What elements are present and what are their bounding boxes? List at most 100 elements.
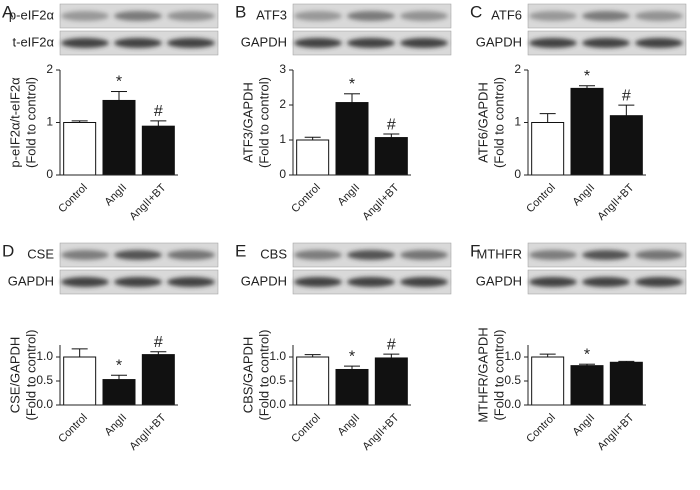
bar [141,125,175,176]
y-tick-label: 2 [279,97,286,111]
bar [296,356,330,406]
blot-label: CBS [260,246,287,261]
x-tick-label: AngII+BT [360,411,401,452]
blot-band [114,38,162,48]
blot-band [529,11,577,21]
blot-band [635,11,683,21]
x-tick-label: Control [524,182,558,216]
y-axis-label: ATF6/GAPDH [475,82,490,163]
bar [63,122,97,176]
x-tick-label: Control [56,412,90,446]
blot-label: GAPDH [8,273,54,288]
blot-label: ATF6 [491,7,522,22]
bar [570,365,604,406]
x-tick-label: AngII+BT [595,411,636,452]
blot-band [167,277,215,287]
x-tick-label: Control [289,412,323,446]
blot-band [347,277,395,287]
bar [531,356,565,406]
y-tick-label: 0.5 [36,373,53,387]
blot-band [61,11,109,21]
x-tick-label: Control [524,412,558,446]
y-tick-label: 0 [46,167,53,181]
significance-mark: # [622,87,631,104]
blot-label: ATF3 [256,7,287,22]
blot-band [167,38,215,48]
bar [570,87,604,176]
y-tick-label: 0.0 [36,397,53,411]
y-tick-label: 0.5 [504,373,521,387]
significance-mark: * [349,348,355,365]
bar [609,115,643,176]
bar [335,368,369,406]
y-axis-label: CSE/GAPDH [7,337,22,414]
x-tick-label: AngII [103,412,130,439]
y-axis-label: MTHFR/GAPDH [475,327,490,422]
significance-mark: * [584,346,590,363]
blot-band [294,38,342,48]
y-axis-label: (Fold to control) [23,77,38,168]
blot-label: GAPDH [241,34,287,49]
y-tick-label: 0 [279,167,286,181]
y-tick-label: 1 [279,132,286,146]
significance-mark: * [349,76,355,93]
blot-band [294,277,342,287]
y-axis-label: (Fold to control) [256,329,271,420]
x-tick-label: AngII [571,182,598,209]
y-tick-label: 1.0 [269,349,286,363]
blot-label: MTHFR [477,246,523,261]
significance-mark: * [116,357,122,374]
significance-mark: # [387,336,396,353]
blot-band [61,250,109,260]
significance-mark: * [584,68,590,85]
y-tick-label: 0 [514,167,521,181]
bar [335,102,369,176]
panel-label: A [2,2,14,21]
blot-band [167,11,215,21]
significance-mark: * [116,74,122,91]
panel-label: B [235,2,246,21]
x-tick-label: AngII+BT [127,181,168,222]
blot-band [635,277,683,287]
significance-mark: # [387,116,396,133]
x-tick-label: AngII [336,182,363,209]
blot-band [529,277,577,287]
blot-band [114,250,162,260]
bar [374,357,408,406]
panel-label: C [470,2,482,21]
blot-band [347,11,395,21]
blot-band [114,277,162,287]
blot-band [529,250,577,260]
y-tick-label: 2 [46,62,53,76]
blot-label: GAPDH [476,273,522,288]
bar [102,379,136,406]
blot-label: t-eIF2α [13,34,55,49]
bar [63,356,97,406]
x-tick-label: AngII+BT [595,181,636,222]
y-tick-label: 0.0 [269,397,286,411]
bar [374,137,408,176]
blot-band [582,250,630,260]
blot-band [347,38,395,48]
blot-band [167,250,215,260]
significance-mark: # [154,334,163,351]
panel-label: E [235,241,246,260]
blot-band [347,250,395,260]
x-tick-label: AngII+BT [127,411,168,452]
y-tick-label: 2 [514,62,521,76]
bar [102,99,136,176]
significance-mark: # [154,103,163,120]
blot-band [400,277,448,287]
x-tick-label: Control [289,182,323,216]
blot-band [582,11,630,21]
y-axis-label: (Fold to control) [491,329,506,420]
x-tick-label: AngII [336,412,363,439]
y-tick-label: 1 [514,115,521,129]
y-axis-label: ATF3/GAPDH [240,82,255,163]
x-tick-label: Control [56,182,90,216]
bar [141,354,175,406]
blot-band [635,250,683,260]
blot-band [400,250,448,260]
blot-band [61,38,109,48]
